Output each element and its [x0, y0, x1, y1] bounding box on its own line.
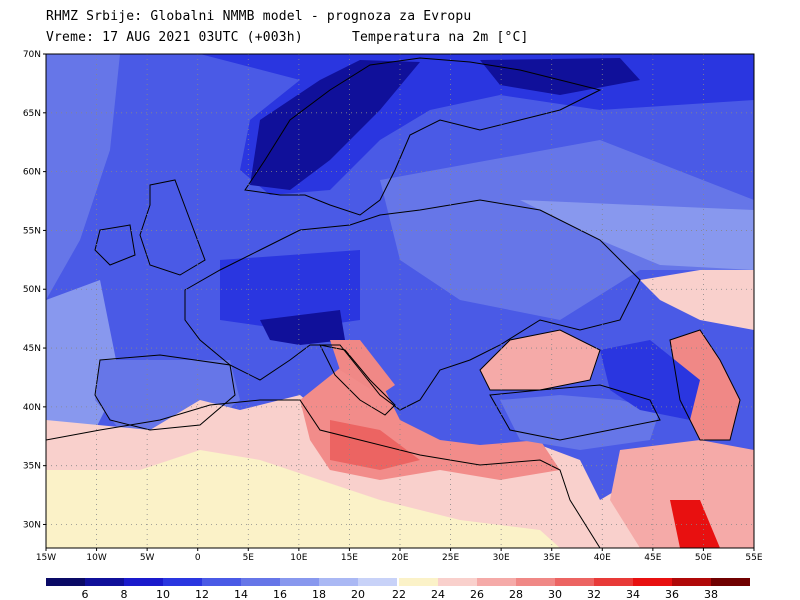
colorbar-label: 26: [470, 588, 484, 600]
colorbar-swatch-cold: [163, 578, 202, 586]
colorbar-label: 24: [431, 588, 445, 600]
map-title: RHMZ Srbije: Globalni NMMB model - progn…: [46, 9, 472, 24]
colorbar-swatch-warm: [594, 578, 633, 586]
colorbar-swatch-warm: [672, 578, 711, 586]
lat-label: 35N: [23, 462, 41, 472]
colorbar-swatch-cold: [46, 578, 85, 586]
lon-label: 50E: [695, 553, 712, 563]
colorbar-swatch-cold: [319, 578, 358, 586]
colorbar-swatch-warm: [516, 578, 555, 586]
variable-label: Temperatura na 2m [°C]: [352, 30, 529, 45]
lon-label: 10E: [290, 553, 307, 563]
colorbar-label: 36: [665, 588, 679, 600]
colorbar-label: 34: [626, 588, 640, 600]
colorbar-swatch-cold: [202, 578, 241, 586]
lon-label: 0: [195, 553, 201, 563]
colorbar-label: 22: [392, 588, 406, 600]
latitude-labels: 70N 65N 60N 55N 50N 45N 40N 35N 30N: [23, 50, 46, 530]
lon-label: 45E: [644, 553, 661, 563]
lat-lon-grid: [46, 54, 754, 548]
lon-label: 55E: [745, 553, 762, 563]
colorbar-swatch-cold: [85, 578, 124, 586]
lat-label: 65N: [23, 109, 41, 119]
colorbar-swatch-warm: [477, 578, 516, 586]
colorbar-swatch-cold: [124, 578, 163, 586]
colorbar-swatch-cold: [358, 578, 397, 586]
temperature-field: [46, 54, 754, 548]
colorbar: 6 8 10 12 14 16 18 20 22 24 26 28 30 32 34 36 38: [46, 578, 750, 600]
colorbar-swatch-warm: [711, 578, 750, 586]
colorbar-swatch-warm: [438, 578, 477, 586]
longitude-labels: 15W 10W 5W 0 5E 10E 15E 20E 25E 30E 35E 40E 45E 50E 55…: [36, 548, 763, 563]
lon-label: 30E: [493, 553, 510, 563]
lat-label: 55N: [23, 226, 41, 236]
colorbar-label: 18: [312, 588, 326, 600]
lon-label: 15W: [36, 553, 56, 563]
colorbar-label: 20: [351, 588, 365, 600]
lat-label: 40N: [23, 403, 41, 413]
colorbar-label: 32: [587, 588, 601, 600]
colorbar-swatch-cold: [280, 578, 319, 586]
colorbar-label: 16: [273, 588, 287, 600]
lon-label: 15E: [341, 553, 358, 563]
colorbar-label: 8: [121, 588, 128, 600]
colorbar-swatch-warm: [633, 578, 672, 586]
colorbar-label: 6: [82, 588, 89, 600]
colorbar-label: 12: [195, 588, 209, 600]
lat-label: 60N: [23, 168, 41, 178]
lon-label: 10W: [86, 553, 106, 563]
lat-label: 45N: [23, 344, 41, 354]
lon-label: 5E: [243, 553, 255, 563]
lon-label: 35E: [543, 553, 560, 563]
lat-label: 50N: [23, 285, 41, 295]
colorbar-label: 14: [234, 588, 248, 600]
lon-label: 25E: [442, 553, 459, 563]
colorbar-swatch-warm: [555, 578, 594, 586]
lon-label: 5W: [140, 553, 155, 563]
forecast-time: Vreme: 17 AUG 2021 03UTC (+003h): [46, 30, 303, 45]
lon-label: 40E: [594, 553, 611, 563]
lat-label: 70N: [23, 50, 41, 60]
colorbar-label: 28: [509, 588, 523, 600]
colorbar-swatch-cold: [241, 578, 280, 586]
colorbar-swatch-warm: [399, 578, 438, 586]
colorbar-label: 30: [548, 588, 562, 600]
lat-label: 30N: [23, 520, 41, 530]
lon-label: 20E: [391, 553, 408, 563]
colorbar-label: 10: [156, 588, 170, 600]
colorbar-label: 38: [704, 588, 718, 600]
